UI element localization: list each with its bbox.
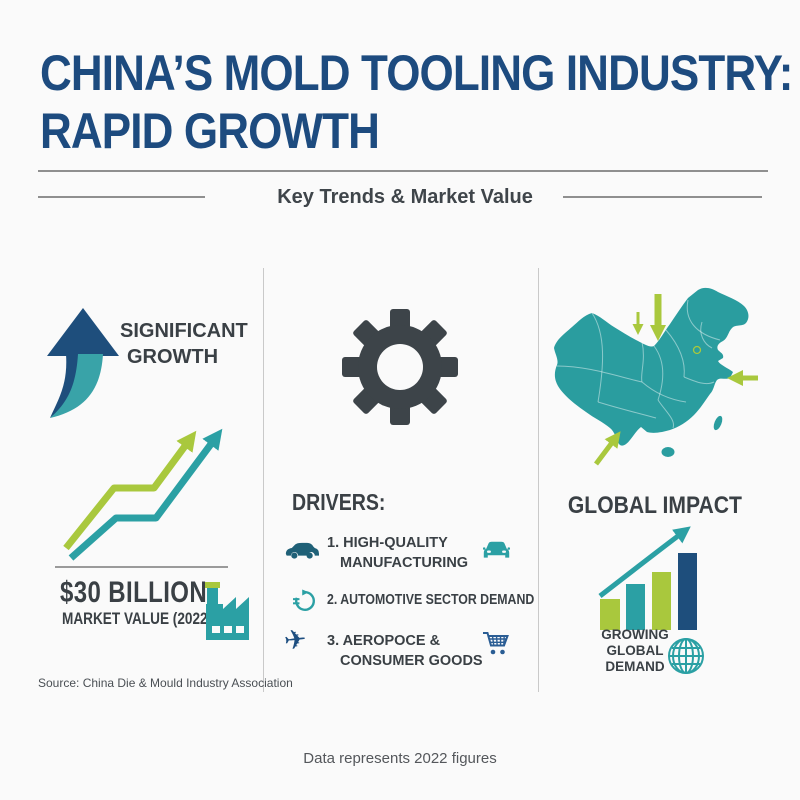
curved-up-arrow-icon: [47, 308, 119, 418]
growth-curve-arrow: [598, 526, 691, 598]
circular-arrows-icon: [293, 589, 315, 611]
province-borders: [556, 299, 721, 429]
subtitle: Key Trends & Market Value: [277, 185, 533, 208]
significant-growth-label: SIGNIFICANT GROWTH: [120, 318, 248, 371]
double-rising-arrows-icon: [63, 428, 223, 561]
bar-1: [600, 599, 620, 630]
page-title-line2: RAPID GROWTH: [40, 103, 380, 159]
driver-3-line2: CONSUMER GOODS: [340, 653, 483, 670]
global-impact-heading: GLOBAL IMPACT: [548, 492, 762, 520]
value-divider: [55, 566, 228, 568]
driver-item-2: 2. AUTOMOTIVE SECTOR DEMAND: [327, 590, 571, 610]
caption-global: GLOBAL: [606, 642, 664, 658]
car-front-icon: [483, 541, 510, 558]
globe-icon: [668, 638, 704, 674]
taiwan-island: [713, 415, 723, 431]
market-value-caption: MARKET VALUE (2022): [62, 609, 250, 629]
gear-icon: [342, 309, 458, 425]
hainan-island: [661, 447, 675, 457]
page-title: CHINA’S MOLD TOOLING INDUSTRY: RAPID GRO…: [40, 44, 793, 160]
subtitle-rule-left: [38, 196, 206, 198]
subtitle-rule-right: [562, 196, 762, 198]
car-side-icon: [285, 542, 319, 559]
growing-global-demand-caption: GROWING GLOBAL DEMAND: [594, 627, 676, 675]
global-impact-heading-text: GLOBAL IMPACT: [567, 492, 743, 519]
china-map-icon: [554, 287, 758, 466]
header-rule: [38, 170, 768, 172]
column-divider-left: [263, 268, 264, 692]
inward-demand-arrows: [594, 294, 758, 466]
market-value-text: $30 BILLION: [60, 576, 208, 609]
page-title-line1: CHINA’S MOLD TOOLING INDUSTRY:: [40, 45, 793, 101]
source-note: Source: China Die & Mould Industry Assoc…: [38, 676, 293, 690]
shopping-cart-icon: [483, 632, 509, 655]
bar-3: [652, 572, 671, 630]
factory-icon: [205, 582, 249, 640]
market-value-caption-text: MARKET VALUE (2022): [62, 609, 213, 628]
market-value: $30 BILLION: [60, 576, 244, 610]
significant-growth-line2: GROWTH: [127, 346, 219, 369]
caption-demand: DEMAND: [605, 658, 665, 674]
driver-item-1: 1. HIGH-QUALITY MANUFACTURING: [327, 533, 468, 574]
airplane-icon: ✈: [282, 623, 309, 658]
beijing-highlight: [692, 345, 702, 355]
drivers-heading: DRIVERS:: [292, 489, 402, 516]
significant-growth-line1: SIGNIFICANT: [120, 320, 248, 342]
caption-growing: GROWING: [601, 627, 669, 642]
bar-4: [678, 553, 697, 630]
driver-item-3: 3. AEROPOCE & CONSUMER GOODS: [327, 631, 483, 672]
rising-bar-chart-icon: [598, 526, 697, 630]
driver-2-line1: 2. AUTOMOTIVE SECTOR DEMAND: [327, 592, 535, 608]
footer-note: Data represents 2022 figures: [303, 750, 497, 767]
driver-1-line2: MANUFACTURING: [340, 555, 469, 572]
column-divider-right: [538, 268, 539, 692]
subtitle-row: Key Trends & Market Value: [38, 185, 762, 209]
driver-3-line1: 3. AEROPOCE &: [327, 633, 441, 649]
bar-2: [626, 584, 645, 630]
driver-1-line1: 1. HIGH-QUALITY: [327, 535, 448, 551]
china-mainland: [554, 287, 749, 446]
drivers-heading-text: DRIVERS:: [292, 489, 386, 515]
